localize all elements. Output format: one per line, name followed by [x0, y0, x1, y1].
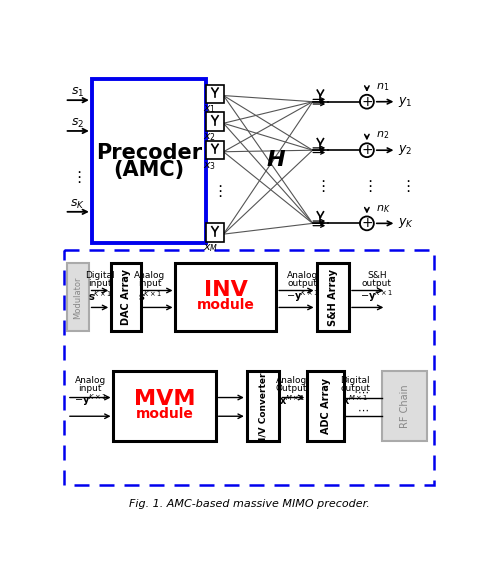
Bar — [207, 85, 224, 103]
Bar — [207, 113, 224, 131]
Text: RF Chain: RF Chain — [400, 384, 410, 428]
Text: $\mathbf{x}^{M\times1}$: $\mathbf{x}^{M\times1}$ — [342, 394, 368, 407]
Text: +: + — [361, 143, 373, 157]
Text: $-\mathbf{y}^{K\times1}$: $-\mathbf{y}^{K\times1}$ — [74, 392, 107, 409]
Text: ADC Array: ADC Array — [321, 378, 331, 434]
Bar — [207, 141, 224, 160]
Text: Digital: Digital — [340, 376, 370, 385]
Text: Modulator: Modulator — [73, 276, 82, 318]
Text: Fig. 1. AMC-based massive MIMO precoder.: Fig. 1. AMC-based massive MIMO precoder. — [129, 499, 369, 509]
Text: $\mathbf{x}^{M\times1}$: $\mathbf{x}^{M\times1}$ — [278, 394, 305, 407]
Text: output: output — [340, 384, 370, 392]
Text: I/V Converter: I/V Converter — [259, 372, 267, 440]
Text: $\vdots$: $\vdots$ — [212, 183, 223, 199]
Text: $n_2$: $n_2$ — [376, 129, 389, 142]
Text: $-\mathbf{y}^{K\times1}$: $-\mathbf{y}^{K\times1}$ — [286, 288, 319, 303]
Bar — [92, 79, 207, 243]
Text: S&H Array: S&H Array — [328, 269, 338, 326]
Bar — [111, 264, 140, 331]
Text: $s_1$: $s_1$ — [71, 86, 85, 99]
Text: input: input — [88, 279, 112, 288]
Text: $y_1$: $y_1$ — [399, 95, 413, 109]
Text: $\cdots$: $\cdots$ — [357, 405, 369, 415]
Text: Analog: Analog — [134, 271, 166, 280]
Text: $\vdots$: $\vdots$ — [71, 169, 82, 185]
Text: $\mathbf{s}^{K\times1}$: $\mathbf{s}^{K\times1}$ — [138, 289, 162, 303]
Bar — [67, 264, 88, 331]
Text: module: module — [136, 406, 193, 421]
Text: $n_1$: $n_1$ — [376, 81, 389, 93]
Bar — [307, 371, 345, 440]
Bar — [113, 371, 216, 440]
Text: output: output — [288, 279, 317, 288]
Text: Precoder: Precoder — [96, 143, 202, 164]
Text: $y_2$: $y_2$ — [399, 143, 413, 157]
Text: Analog: Analog — [276, 376, 307, 385]
Text: $\vdots$: $\vdots$ — [362, 179, 372, 194]
Text: input: input — [78, 384, 102, 392]
Text: Analog: Analog — [74, 376, 106, 385]
Text: $x_3$: $x_3$ — [203, 160, 216, 172]
Text: Output: Output — [276, 384, 308, 392]
Text: output: output — [362, 279, 392, 288]
Text: +: + — [361, 95, 373, 109]
Bar — [247, 371, 279, 440]
Bar — [207, 223, 224, 242]
Text: module: module — [197, 298, 255, 312]
Text: $\vdots$: $\vdots$ — [400, 179, 411, 194]
Text: $-\mathbf{y}^{K\times1}$: $-\mathbf{y}^{K\times1}$ — [361, 288, 394, 303]
Text: (AMC): (AMC) — [114, 160, 185, 180]
Text: $x_1$: $x_1$ — [203, 103, 216, 115]
Bar — [382, 371, 427, 440]
Text: INV: INV — [204, 280, 248, 301]
Text: $\mathbf{s}^{K\times1}$: $\mathbf{s}^{K\times1}$ — [88, 289, 112, 303]
Text: $\vdots$: $\vdots$ — [315, 179, 326, 194]
Text: $\boldsymbol{H}$: $\boldsymbol{H}$ — [266, 150, 286, 170]
Text: $x_M$: $x_M$ — [203, 242, 218, 254]
Text: MVM: MVM — [134, 389, 195, 409]
Text: Analog: Analog — [287, 271, 318, 280]
Text: $\cdots$: $\cdots$ — [357, 386, 369, 397]
Bar — [316, 264, 349, 331]
Text: Digital: Digital — [86, 271, 115, 280]
Text: $s_K$: $s_K$ — [70, 198, 85, 210]
Text: $n_K$: $n_K$ — [376, 203, 391, 214]
Text: +: + — [361, 216, 373, 231]
Text: S&H: S&H — [367, 271, 387, 280]
Text: $y_K$: $y_K$ — [398, 216, 414, 231]
Text: input: input — [138, 279, 162, 288]
Bar — [64, 250, 434, 485]
Text: $x_2$: $x_2$ — [203, 131, 216, 143]
Text: $s_2$: $s_2$ — [71, 117, 85, 130]
Text: DAC Array: DAC Array — [121, 269, 131, 325]
Bar — [175, 264, 276, 331]
